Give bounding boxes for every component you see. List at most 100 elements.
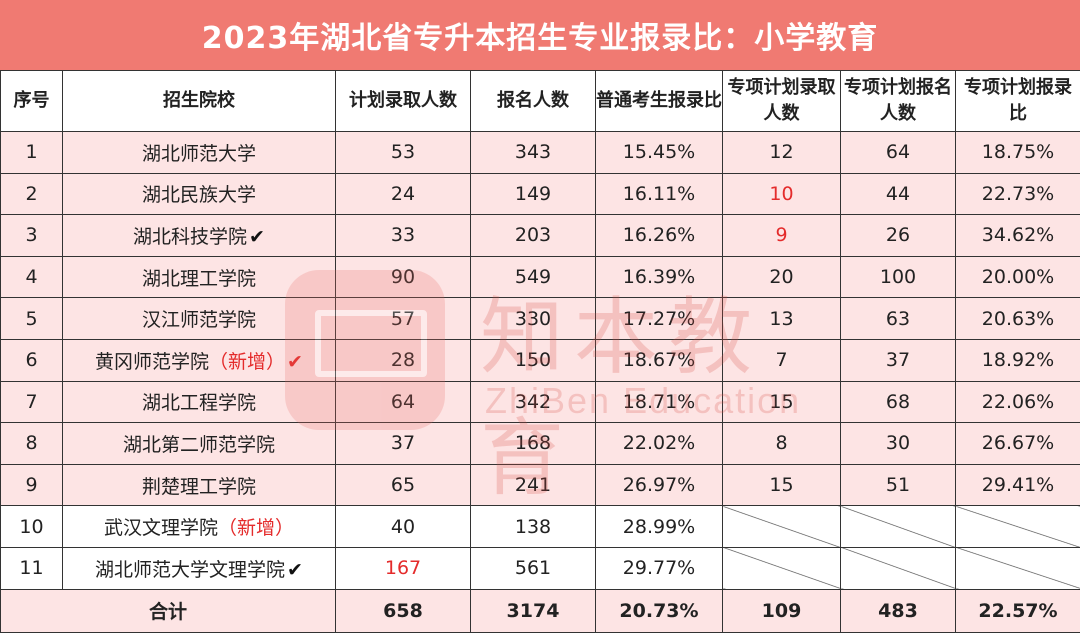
row-ratio: 16.39% xyxy=(595,255,723,299)
row-plan: 57 xyxy=(335,297,471,340)
row-ratio: 15.45% xyxy=(595,131,723,174)
row-school: 武汉文理学院（新增） xyxy=(62,505,336,548)
row-special-ratio: 22.06% xyxy=(955,380,1080,424)
row-plan: 37 xyxy=(335,422,471,465)
total-label: 合计 xyxy=(0,588,336,633)
table-row: 1 湖北师范大学 53 343 15.45% 12 64 18.75% xyxy=(0,131,1080,174)
check-icon: ✔ xyxy=(287,558,303,581)
row-ratio: 26.97% xyxy=(595,463,723,507)
header-ratio: 普通考生报录比 xyxy=(595,70,723,132)
total-special-apply: 483 xyxy=(840,588,956,633)
row-plan: 167 xyxy=(335,546,471,590)
table-row: 8 湖北第二师范学院 37 168 22.02% 8 30 26.67% xyxy=(0,422,1080,465)
table-row: 5 汉江师范学院 57 330 17.27% 13 63 20.63% xyxy=(0,297,1080,340)
row-special-ratio: 18.92% xyxy=(955,338,1080,382)
school-name: 湖北第二师范学院 xyxy=(122,433,275,456)
page-title: 2023年湖北省专升本招生专业报录比：小学教育 xyxy=(201,21,879,56)
row-school: 黄冈师范学院（新增） ✔ xyxy=(62,338,336,382)
row-special-apply: 63 xyxy=(840,297,956,340)
row-special-plan: 7 xyxy=(722,338,841,382)
row-ratio: 29.77% xyxy=(595,546,723,590)
row-applicants: 561 xyxy=(470,546,596,590)
row-special-ratio: 18.75% xyxy=(955,131,1080,174)
title-bar: 2023年湖北省专升本招生专业报录比：小学教育 xyxy=(0,0,1080,70)
row-applicants: 149 xyxy=(470,172,596,216)
row-special-plan: 10 xyxy=(722,172,841,216)
total-plan: 658 xyxy=(335,588,471,633)
row-school: 湖北理工学院 xyxy=(62,255,336,299)
header-school: 招生院校 xyxy=(62,70,336,132)
row-school: 湖北工程学院 xyxy=(62,380,336,424)
total-row: 合计 658 3174 20.73% 109 483 22.57% xyxy=(0,588,1080,633)
row-special-apply: 26 xyxy=(840,214,956,257)
row-no: 8 xyxy=(0,422,63,465)
header-applicants: 报名人数 xyxy=(470,70,596,132)
total-special-plan: 109 xyxy=(722,588,841,633)
row-no: 1 xyxy=(0,131,63,174)
row-applicants: 203 xyxy=(470,214,596,257)
row-school: 湖北师范大学 xyxy=(62,131,336,174)
row-applicants: 138 xyxy=(470,505,596,548)
row-special-plan-empty xyxy=(722,546,841,590)
row-no: 4 xyxy=(0,255,63,299)
row-plan: 28 xyxy=(335,338,471,382)
row-special-ratio: 20.63% xyxy=(955,297,1080,340)
school-name: 武汉文理学院 xyxy=(103,517,218,540)
row-special-apply-empty xyxy=(840,505,956,548)
row-ratio: 18.71% xyxy=(595,380,723,424)
new-tag: （新增） xyxy=(218,517,295,540)
row-special-plan: 12 xyxy=(722,131,841,174)
school-name: 湖北民族大学 xyxy=(141,184,256,207)
row-plan: 40 xyxy=(335,505,471,548)
row-special-plan: 8 xyxy=(722,422,841,465)
school-name: 汉江师范学院 xyxy=(141,309,256,332)
row-plan: 90 xyxy=(335,255,471,299)
row-plan: 24 xyxy=(335,172,471,216)
row-school: 湖北第二师范学院 xyxy=(62,422,336,465)
table-row: 11 湖北师范大学文理学院 ✔ 167 561 29.77% xyxy=(0,546,1080,590)
header-row: 序号 招生院校 计划录取人数 报名人数 普通考生报录比 专项计划录取人数 专项计… xyxy=(0,70,1080,132)
school-name: 湖北科技学院 xyxy=(133,225,248,248)
row-applicants: 330 xyxy=(470,297,596,340)
row-applicants: 150 xyxy=(470,338,596,382)
header-no: 序号 xyxy=(0,70,63,132)
row-school: 汉江师范学院 xyxy=(62,297,336,340)
row-special-apply: 37 xyxy=(840,338,956,382)
total-applicants: 3174 xyxy=(470,588,596,633)
row-applicants: 549 xyxy=(470,255,596,299)
check-icon: ✔ xyxy=(249,225,265,248)
row-special-apply: 64 xyxy=(840,131,956,174)
admission-table: 序号 招生院校 计划录取人数 报名人数 普通考生报录比 专项计划录取人数 专项计… xyxy=(0,70,1080,633)
row-ratio: 17.27% xyxy=(595,297,723,340)
row-plan: 65 xyxy=(335,463,471,507)
row-plan: 53 xyxy=(335,131,471,174)
row-special-ratio: 20.00% xyxy=(955,255,1080,299)
row-school: 湖北科技学院 ✔ xyxy=(62,214,336,257)
table-row: 2 湖北民族大学 24 149 16.11% 10 44 22.73% xyxy=(0,172,1080,216)
total-ratio: 20.73% xyxy=(595,588,723,633)
row-applicants: 168 xyxy=(470,422,596,465)
table-row: 6 黄冈师范学院（新增） ✔ 28 150 18.67% 7 37 18.92% xyxy=(0,338,1080,382)
row-no: 11 xyxy=(0,546,63,590)
row-special-ratio: 22.73% xyxy=(955,172,1080,216)
row-applicants: 342 xyxy=(470,380,596,424)
school-name: 湖北理工学院 xyxy=(141,267,256,290)
row-no: 3 xyxy=(0,214,63,257)
row-special-apply: 44 xyxy=(840,172,956,216)
row-special-plan-empty xyxy=(722,505,841,548)
school-name: 荆楚理工学院 xyxy=(141,475,256,498)
row-no: 7 xyxy=(0,380,63,424)
row-school: 湖北师范大学文理学院 ✔ xyxy=(62,546,336,590)
table-row: 4 湖北理工学院 90 549 16.39% 20 100 20.00% xyxy=(0,255,1080,299)
row-school: 荆楚理工学院 xyxy=(62,463,336,507)
header-special-ratio: 专项计划报录比 xyxy=(955,70,1080,132)
row-special-apply: 51 xyxy=(840,463,956,507)
row-plan: 64 xyxy=(335,380,471,424)
school-name: 湖北工程学院 xyxy=(141,392,256,415)
row-ratio: 22.02% xyxy=(595,422,723,465)
row-no: 5 xyxy=(0,297,63,340)
row-ratio: 28.99% xyxy=(595,505,723,548)
row-special-ratio-empty xyxy=(955,546,1080,590)
row-school: 湖北民族大学 xyxy=(62,172,336,216)
header-plan: 计划录取人数 xyxy=(335,70,471,132)
